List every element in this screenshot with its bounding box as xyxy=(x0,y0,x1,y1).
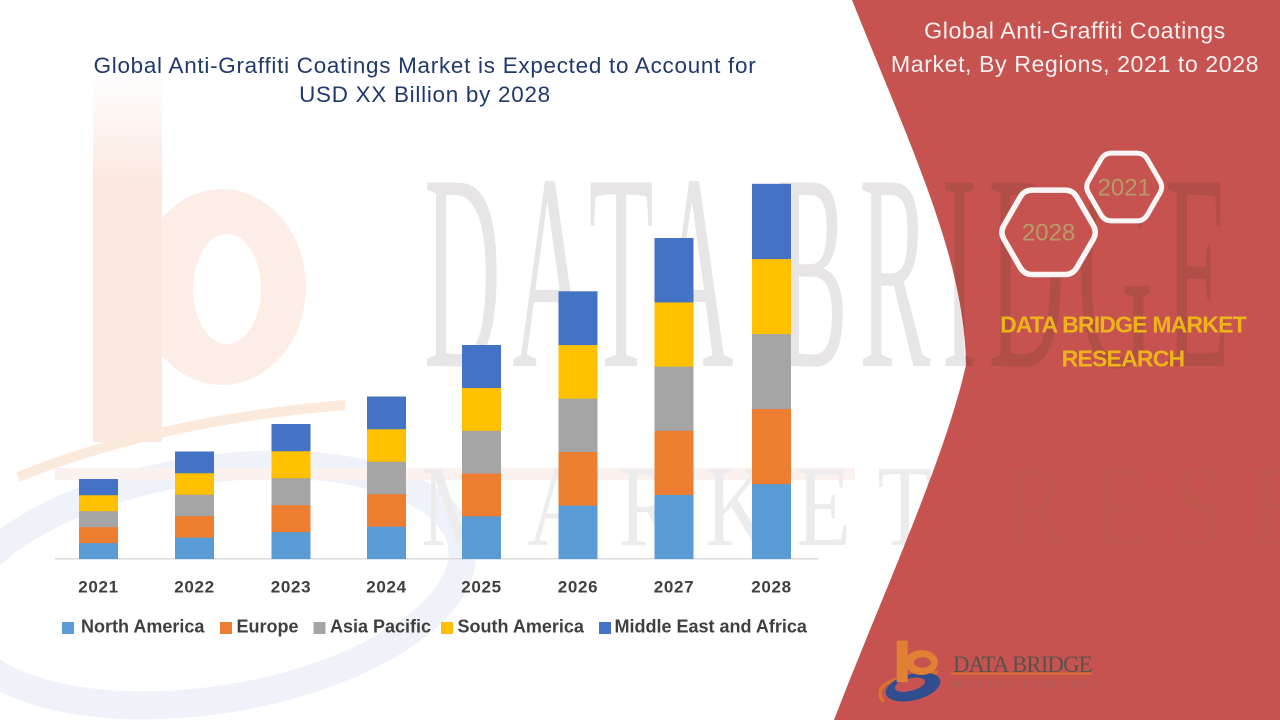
svg-text:Global Anti-Graffiti Coatings: Global Anti-Graffiti Coatings xyxy=(924,18,1226,44)
svg-text:2021: 2021 xyxy=(78,578,119,597)
svg-text:Europe: Europe xyxy=(237,617,299,637)
svg-text:USD XX Billion by 2028: USD XX Billion by 2028 xyxy=(299,82,551,107)
svg-text:2026: 2026 xyxy=(558,578,599,597)
svg-text:2027: 2027 xyxy=(654,578,695,597)
svg-text:RESEARCH: RESEARCH xyxy=(1062,346,1185,372)
svg-text:DATA BRIDGE MARKET: DATA BRIDGE MARKET xyxy=(1000,312,1247,338)
svg-text:North America: North America xyxy=(81,617,205,637)
svg-text:2021: 2021 xyxy=(1098,175,1151,202)
svg-text:Asia Pacific: Asia Pacific xyxy=(330,617,431,637)
svg-text:Global Anti-Graffiti Coatings: Global Anti-Graffiti Coatings Market is … xyxy=(94,53,757,78)
svg-text:2028: 2028 xyxy=(751,578,792,597)
svg-text:2025: 2025 xyxy=(461,578,502,597)
svg-text:DATA BRIDGE: DATA BRIDGE xyxy=(953,652,1092,677)
svg-text:2023: 2023 xyxy=(271,578,312,597)
svg-text:2024: 2024 xyxy=(366,578,407,597)
svg-text:MARKET RESEARCH: MARKET RESEARCH xyxy=(953,680,1102,691)
svg-text:2028: 2028 xyxy=(1022,220,1075,247)
svg-text:Middle East and Africa: Middle East and Africa xyxy=(615,617,808,637)
svg-text:2022: 2022 xyxy=(174,578,215,597)
svg-text:South America: South America xyxy=(458,617,585,637)
svg-text:Market, By Regions, 2021 to 20: Market, By Regions, 2021 to 2028 xyxy=(891,51,1259,77)
